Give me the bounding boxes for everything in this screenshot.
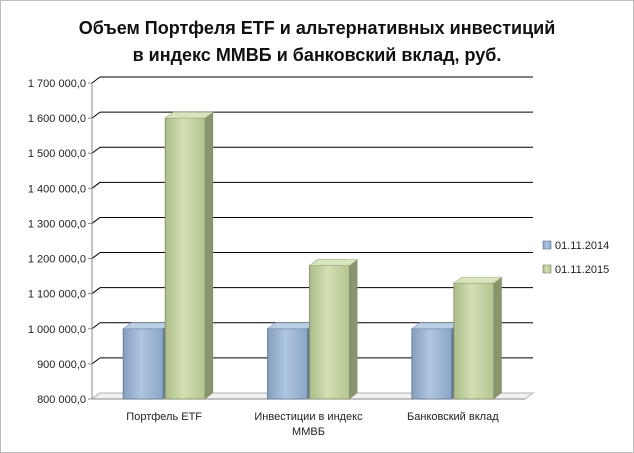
bar-top-1-1 — [308, 259, 359, 266]
legend-swatch-1 — [542, 264, 552, 274]
bar-2-0 — [411, 328, 453, 400]
x-category-label-0-0: Портфель ETF — [126, 411, 202, 423]
bar-top-2-1 — [452, 276, 503, 284]
y-tick-label-4: 1 200 000,0 — [28, 254, 86, 266]
y-tick-label-9: 1 700 000,0 — [28, 78, 86, 90]
y-tick-label-8: 1 600 000,0 — [28, 113, 86, 125]
gridline-depth-6 — [91, 181, 101, 189]
bar-0-1 — [164, 117, 206, 400]
bar-top-2-0 — [410, 322, 461, 330]
bar-1-1 — [309, 265, 350, 400]
gridline-depth-9 — [91, 76, 101, 84]
x-category-label-2-0: Банковский вклад — [407, 411, 499, 423]
gridline-depth-1 — [91, 357, 101, 365]
x-category-label-1-0: Инвестиции в индекс — [254, 411, 363, 423]
y-tick-label-1: 900 000,0 — [37, 359, 86, 371]
y-tick-label-6: 1 400 000,0 — [28, 183, 86, 195]
y-tick-label-5: 1 300 000,0 — [28, 218, 86, 230]
y-tick-label-2: 1 000 000,0 — [28, 324, 86, 336]
y-tick-label-3: 1 100 000,0 — [28, 289, 86, 301]
bar-0-0 — [122, 328, 164, 400]
gridline-depth-7 — [91, 146, 101, 154]
legend-swatch-0 — [542, 240, 552, 250]
bar-top-0-0 — [122, 322, 173, 330]
gridline-depth-4 — [91, 252, 101, 259]
bar-1-0 — [267, 328, 308, 400]
legend-label-0: 01.11.2014 — [555, 240, 609, 252]
bar-side-2-1 — [493, 277, 502, 399]
bar-top-1-0 — [266, 322, 317, 330]
y-tick-label-0: 800 000,0 — [37, 394, 86, 406]
chart-title: Объем Портфеля ETF и альтернативных инве… — [78, 18, 556, 65]
bar-side-0-1 — [205, 112, 214, 399]
gridline-depth-5 — [91, 217, 101, 224]
y-tick-label-7: 1 500 000,0 — [28, 148, 86, 160]
gridline-depth-2 — [91, 322, 101, 330]
bar-2-1 — [453, 282, 495, 400]
bar-top-0-1 — [164, 111, 215, 119]
gridline-depth-3 — [91, 287, 101, 295]
bar-side-1-1 — [349, 259, 358, 399]
x-category-label-1-1: ММВБ — [292, 426, 325, 438]
gridline-depth-8 — [91, 111, 101, 119]
legend-label-1: 01.11.2015 — [555, 264, 609, 276]
